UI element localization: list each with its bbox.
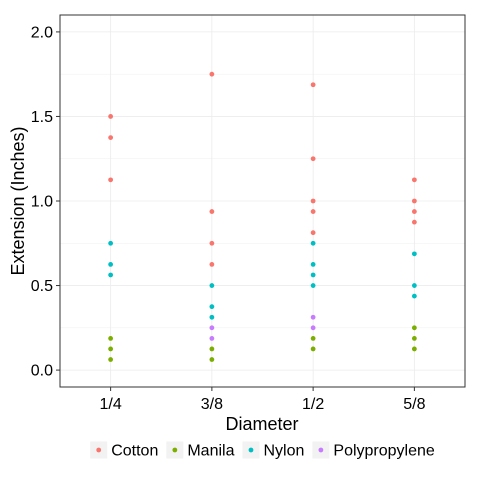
- data-point-nylon: [108, 262, 113, 267]
- y-tick-label: 1.0: [31, 194, 53, 211]
- data-point-manila: [311, 347, 316, 352]
- data-point-nylon: [209, 315, 214, 320]
- data-point-manila: [412, 325, 417, 330]
- legend-item-cotton: Cotton: [90, 442, 158, 460]
- legend-item-nylon: Nylon: [242, 442, 304, 460]
- data-point-manila: [412, 336, 417, 341]
- data-point-polypropylene: [311, 325, 316, 330]
- data-point-cotton: [311, 82, 316, 87]
- y-tick-label: 2.0: [31, 24, 53, 41]
- data-point-cotton: [209, 262, 214, 267]
- data-point-cotton: [412, 199, 417, 204]
- data-point-manila: [108, 347, 113, 352]
- data-point-cotton: [311, 230, 316, 235]
- y-tick-label: 1.5: [31, 109, 53, 126]
- y-axis: 0.0 0.5 1.0 1.5 2.0: [31, 24, 60, 379]
- data-point-cotton: [108, 177, 113, 182]
- data-point-cotton: [412, 220, 417, 225]
- data-point-cotton: [412, 209, 417, 214]
- data-point-cotton: [108, 114, 113, 119]
- x-tick-label: 5/8: [403, 396, 425, 413]
- legend-marker: [96, 448, 101, 453]
- legend-label: Polypropylene: [333, 443, 435, 460]
- data-point-cotton: [209, 72, 214, 77]
- data-point-polypropylene: [209, 336, 214, 341]
- legend-label: Cotton: [111, 443, 158, 460]
- x-tick-label: 1/4: [100, 396, 122, 413]
- x-tick-label: 3/8: [201, 396, 223, 413]
- data-point-cotton: [311, 209, 316, 214]
- data-point-nylon: [311, 283, 316, 288]
- data-point-cotton: [311, 199, 316, 204]
- data-point-nylon: [209, 304, 214, 309]
- data-point-nylon: [412, 294, 417, 299]
- data-point-nylon: [412, 283, 417, 288]
- x-tick-label: 1/2: [302, 396, 324, 413]
- data-point-manila: [108, 357, 113, 362]
- data-point-polypropylene: [311, 315, 316, 320]
- data-point-cotton: [412, 177, 417, 182]
- data-point-manila: [412, 347, 417, 352]
- legend: Cotton Manila Nylon Polypropylene: [90, 442, 435, 460]
- data-point-nylon: [209, 283, 214, 288]
- x-axis: 1/4 3/8 1/2 5/8: [100, 387, 426, 413]
- data-point-manila: [311, 336, 316, 341]
- data-point-cotton: [209, 209, 214, 214]
- data-point-nylon: [412, 251, 417, 256]
- x-axis-title: Diameter: [225, 414, 298, 434]
- data-point-nylon: [311, 273, 316, 278]
- data-point-cotton: [311, 156, 316, 161]
- data-point-manila: [108, 336, 113, 341]
- data-point-nylon: [311, 262, 316, 267]
- legend-label: Nylon: [263, 443, 304, 460]
- data-point-cotton: [108, 135, 113, 140]
- y-axis-title: Extension (Inches): [8, 126, 28, 275]
- data-point-polypropylene: [209, 325, 214, 330]
- legend-item-manila: Manila: [166, 442, 234, 460]
- legend-item-polypropylene: Polypropylene: [312, 442, 435, 460]
- data-point-manila: [209, 357, 214, 362]
- data-point-nylon: [108, 241, 113, 246]
- legend-marker: [318, 448, 323, 453]
- data-point-cotton: [209, 241, 214, 246]
- legend-marker: [249, 448, 254, 453]
- data-point-manila: [209, 347, 214, 352]
- legend-label: Manila: [187, 443, 234, 460]
- y-tick-label: 0.5: [31, 278, 53, 295]
- legend-marker: [172, 448, 177, 453]
- data-point-nylon: [311, 241, 316, 246]
- data-point-nylon: [108, 273, 113, 278]
- y-tick-label: 0.0: [31, 363, 53, 380]
